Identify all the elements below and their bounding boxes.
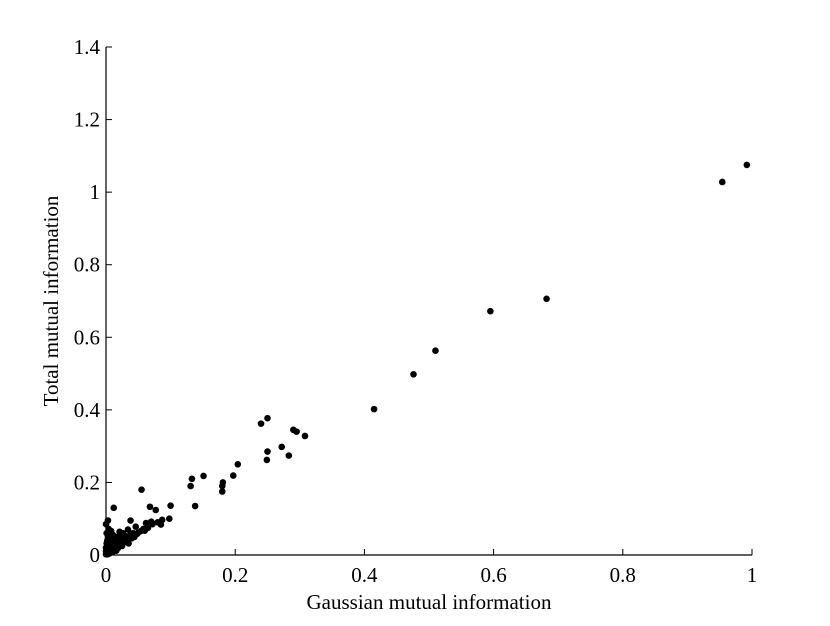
data-point <box>154 519 161 526</box>
data-point <box>370 405 378 413</box>
data-point <box>116 528 123 536</box>
data-point <box>718 178 726 186</box>
data-point <box>278 443 286 451</box>
y-tick-label: 1.2 <box>74 108 100 132</box>
data-point <box>218 482 226 490</box>
data-point <box>432 347 439 355</box>
x-axis-title: Gaussian mutual information <box>307 590 552 614</box>
data-point <box>264 448 271 455</box>
data-point <box>263 456 271 464</box>
data-point <box>187 482 194 490</box>
data-point <box>110 504 118 512</box>
x-tick-label: 0 <box>101 563 112 587</box>
x-tick-label: 0.8 <box>610 563 636 587</box>
data-point <box>147 518 155 525</box>
y-tick-label: 0.2 <box>74 470 100 494</box>
y-tick-label: 0.6 <box>74 325 100 349</box>
y-tick-label: 1.4 <box>74 35 101 59</box>
data-point <box>103 529 110 537</box>
axes <box>105 47 752 556</box>
x-tick-label: 0.6 <box>480 563 506 587</box>
data-point <box>290 426 297 434</box>
data-points <box>102 161 751 558</box>
x-tick-label: 0.2 <box>222 563 248 587</box>
y-tick-label: 1 <box>90 180 101 204</box>
y-tick-label: 0.4 <box>74 398 101 422</box>
data-point <box>138 486 145 493</box>
data-point <box>102 520 110 528</box>
data-point <box>146 503 154 511</box>
x-tick-label: 0.4 <box>351 563 378 587</box>
data-point <box>543 295 550 303</box>
data-point <box>166 515 173 523</box>
data-point <box>191 502 199 510</box>
data-point <box>301 432 309 440</box>
x-ticks: 0 0.2 0.4 0.6 0.8 1 <box>101 549 758 587</box>
data-point <box>234 460 242 468</box>
y-axis-title: Total mutual information <box>39 195 63 406</box>
data-point <box>218 488 226 495</box>
data-point <box>188 475 196 483</box>
y-tick-label: 0 <box>90 543 101 567</box>
data-point <box>167 502 174 509</box>
data-point <box>264 414 271 422</box>
data-point <box>743 161 751 169</box>
data-point <box>124 526 132 533</box>
data-point <box>142 519 150 527</box>
x-tick-label: 1 <box>747 563 758 587</box>
data-point <box>127 517 134 524</box>
data-point <box>102 550 110 558</box>
data-point <box>257 420 265 427</box>
y-ticks: 0 0.2 0.4 0.6 0.8 1 1.2 1.4 <box>74 35 112 567</box>
data-point <box>152 506 160 514</box>
y-tick-label: 0.8 <box>74 253 100 277</box>
data-point <box>487 307 494 315</box>
data-point <box>200 472 207 480</box>
data-point <box>410 370 417 378</box>
data-point <box>285 452 293 459</box>
data-point <box>229 472 237 479</box>
data-point <box>132 523 140 530</box>
